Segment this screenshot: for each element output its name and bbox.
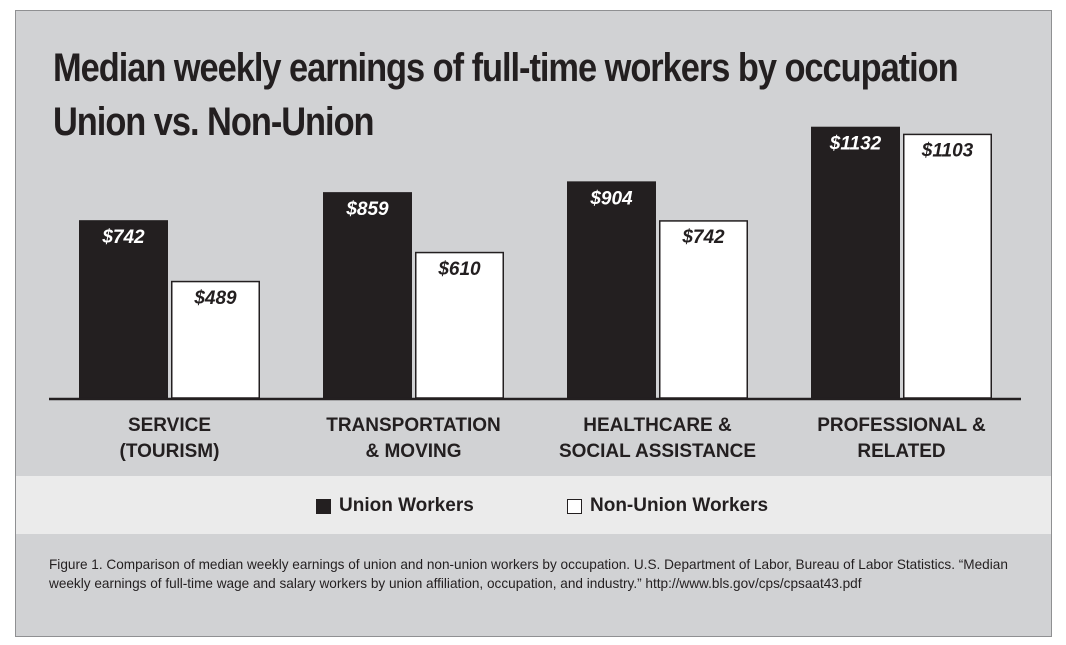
category-label: SERVICE bbox=[128, 415, 211, 436]
legend-label-non-union: Non-Union Workers bbox=[590, 495, 769, 516]
non-union-value-label: $742 bbox=[681, 227, 725, 248]
union-value-label: $859 bbox=[345, 199, 389, 220]
chart-figure: Median weekly earnings of full-time work… bbox=[15, 10, 1052, 637]
union-bar bbox=[323, 192, 412, 399]
legend-swatch-non-union bbox=[567, 498, 582, 514]
non-union-value-label: $1103 bbox=[921, 141, 974, 162]
category-label: TRANSPORTATION bbox=[326, 415, 501, 436]
non-union-value-label: $610 bbox=[437, 259, 481, 280]
legend-item-non-union: Non-Union Workers bbox=[567, 495, 768, 517]
category-label: (TOURISM) bbox=[120, 441, 220, 462]
bar-plot: $742 $489 SERVICE (TOURISM) $859 $610 TRANSPOR… bbox=[49, 126, 1021, 462]
figure-caption: Figure 1. Comparison of median weekly ea… bbox=[49, 557, 1008, 591]
chart-title: Median weekly earnings of full-time work… bbox=[53, 41, 959, 149]
category-label: PROFESSIONAL & bbox=[817, 415, 986, 436]
category-label: HEALTHCARE & bbox=[583, 415, 732, 436]
non-union-bar bbox=[415, 251, 504, 399]
category-label: & MOVING bbox=[365, 441, 461, 462]
non-union-bar bbox=[171, 280, 260, 399]
legend-label-union: Union Workers bbox=[339, 495, 474, 516]
category-label: RELATED bbox=[857, 441, 945, 462]
category-label: SOCIAL ASSISTANCE bbox=[559, 441, 756, 462]
union-value-label: $1132 bbox=[829, 134, 882, 155]
non-union-value-label: $489 bbox=[193, 288, 237, 309]
legend: Union Workers Non-Union Workers bbox=[16, 476, 1051, 534]
legend-swatch-union bbox=[316, 498, 331, 514]
non-union-bar bbox=[659, 220, 748, 399]
union-bar bbox=[811, 126, 900, 399]
non-union-bar bbox=[903, 133, 992, 399]
union-value-label: $904 bbox=[589, 188, 633, 209]
union-bar bbox=[567, 181, 656, 399]
chart-title-line: Median weekly earnings of full-time work… bbox=[53, 46, 959, 90]
union-value-label: $742 bbox=[101, 227, 145, 248]
chart-subtitle: Union vs. Non-Union bbox=[53, 100, 375, 144]
legend-item-union: Union Workers bbox=[316, 495, 474, 517]
